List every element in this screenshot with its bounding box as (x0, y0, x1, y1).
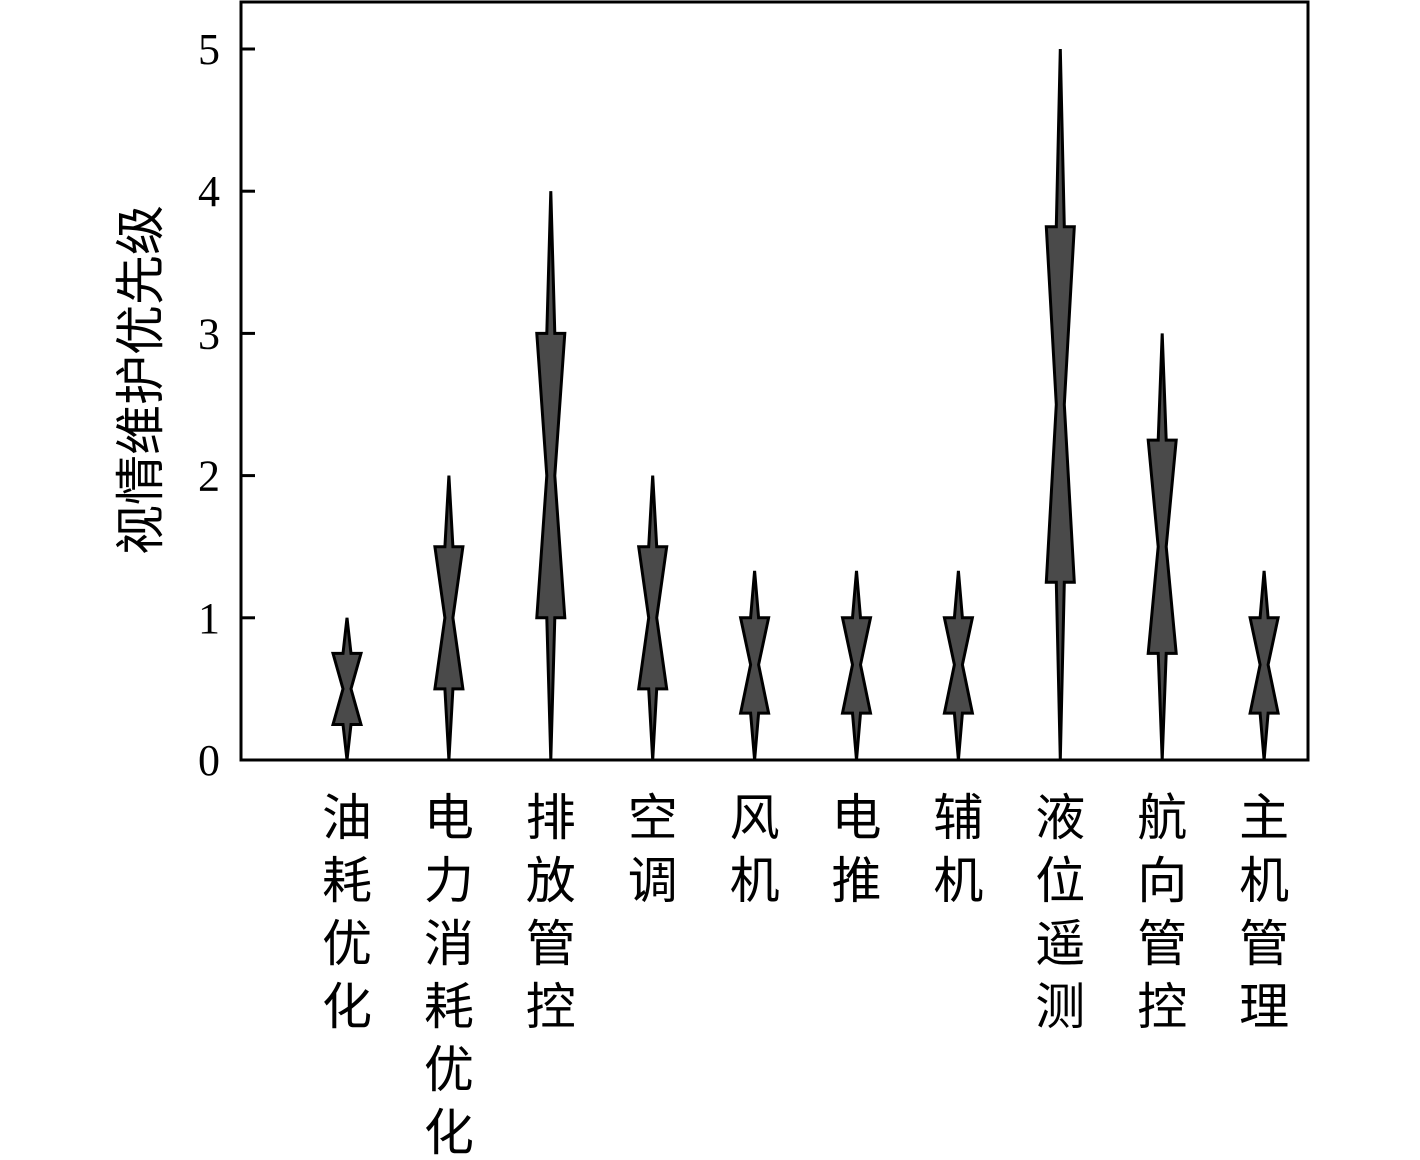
x-category-label-char: 电 (832, 789, 882, 847)
x-category-label-char: 机 (933, 852, 983, 910)
y-tick-label: 5 (198, 25, 220, 74)
x-category-label-char: 排 (526, 789, 576, 847)
violin-6 (840, 570, 873, 761)
x-category-label: 空调 (628, 789, 678, 910)
violin-5 (738, 570, 771, 761)
violin-8 (1044, 48, 1076, 761)
x-category-label-char: 控 (526, 978, 576, 1036)
y-tick-label: 4 (198, 167, 220, 216)
x-category-label-char: 管 (526, 915, 576, 973)
x-category-label: 辅机 (933, 789, 983, 910)
x-category-label-char: 液 (1035, 789, 1085, 847)
x-category-label: 电推 (832, 789, 882, 910)
violin-3 (535, 191, 567, 761)
x-category-label-char: 管 (1239, 915, 1289, 973)
x-category-label-char: 风 (730, 789, 780, 847)
x-category-label-char: 油 (322, 789, 372, 847)
x-category-label-char: 测 (1035, 978, 1085, 1036)
violin-4 (636, 475, 669, 761)
x-category-label-char: 消 (424, 915, 474, 973)
x-category-label-char: 空 (628, 789, 678, 847)
x-category-label-char: 化 (424, 1104, 474, 1160)
violin-9 (1146, 333, 1178, 761)
x-category-label-char: 辅 (933, 789, 983, 847)
x-category-label-char: 化 (322, 978, 372, 1036)
y-axis-label: 视情维护优先级 (112, 205, 170, 555)
y-axis-label-group: 视情维护优先级 (112, 205, 170, 555)
violin-7 (942, 570, 975, 761)
x-category-label-char: 机 (1239, 852, 1289, 910)
plot-area (331, 48, 1280, 761)
y-tick-label: 3 (198, 309, 220, 358)
violin-10 (1248, 570, 1280, 761)
x-category-label-char: 放 (526, 852, 576, 910)
x-category-label-char: 力 (424, 852, 474, 910)
x-category-label-char: 推 (832, 852, 882, 910)
x-category-label-char: 向 (1137, 852, 1187, 910)
x-category-label-char: 优 (322, 915, 372, 973)
y-tick-label: 0 (198, 736, 220, 785)
x-category-label: 风机 (730, 789, 780, 910)
x-category-label-char: 遥 (1035, 915, 1085, 973)
violin-2 (433, 475, 465, 761)
x-category-label-char: 调 (628, 852, 678, 910)
x-category-label-char: 主 (1239, 789, 1289, 847)
x-category-label-char: 位 (1035, 852, 1085, 910)
y-tick-label: 2 (198, 452, 220, 501)
y-tick-label: 1 (198, 594, 220, 643)
x-category-label-char: 机 (730, 852, 780, 910)
x-category-label-char: 优 (424, 1041, 474, 1099)
plot-frame (239, 0, 1310, 762)
x-category-label-char: 航 (1137, 789, 1187, 847)
y-axis-ticks: 0 1 2 3 4 5 (198, 25, 255, 785)
x-category-label-char: 管 (1137, 915, 1187, 973)
x-category-label-char: 电 (424, 789, 474, 847)
x-category-label-char: 耗 (424, 978, 474, 1036)
x-category-label-char: 控 (1137, 978, 1187, 1036)
violin-1 (331, 617, 363, 761)
x-category-label-char: 理 (1239, 978, 1289, 1036)
x-category-label-char: 耗 (322, 852, 372, 910)
